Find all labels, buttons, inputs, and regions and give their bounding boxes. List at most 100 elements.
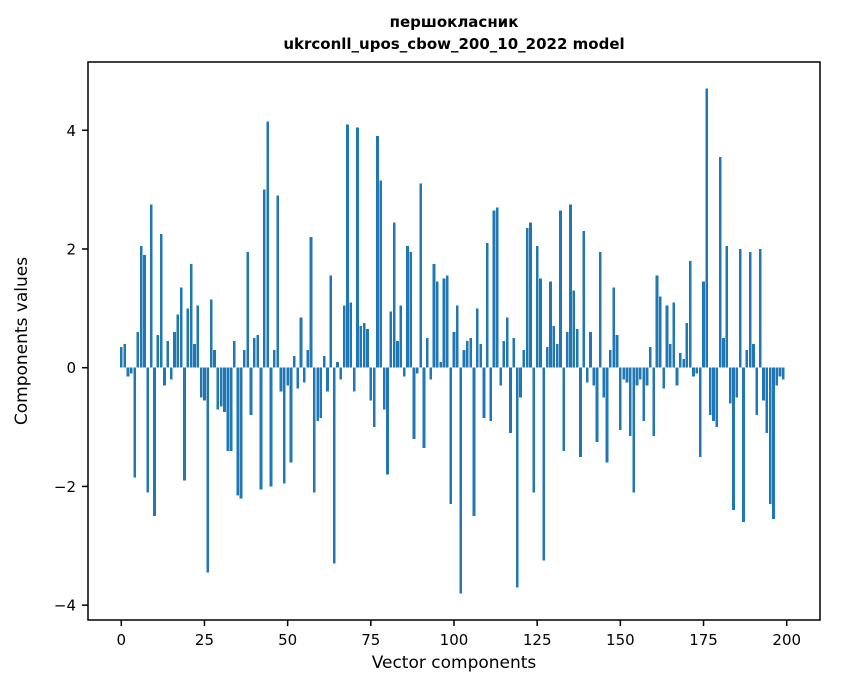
bar [166,341,170,368]
bar [369,367,373,401]
bar [226,367,230,451]
bar [532,367,536,493]
bar [229,367,233,451]
bar [372,367,376,428]
bar [119,346,123,368]
bar [176,314,180,368]
bar [505,317,509,368]
chart-title-line2: ukrconll_upos_cbow_200_10_2022 model [283,35,624,53]
bar [472,367,476,517]
bar [389,311,393,368]
bar [519,367,522,398]
bar [316,367,319,422]
bar [196,305,200,368]
bar [133,367,136,478]
bar [485,243,489,368]
bar [702,281,705,368]
bar [419,183,423,368]
bar [259,367,263,490]
bar [249,367,253,416]
bar [495,207,499,368]
bar [499,367,502,386]
bar [406,246,409,368]
bar [718,156,722,368]
bar [352,367,356,392]
bar [712,367,715,422]
bar [678,352,682,368]
bar [246,251,250,368]
bar [392,222,396,368]
bar [542,367,546,561]
bar [402,367,406,377]
bar [738,248,742,368]
bar [768,367,772,505]
bar [429,367,433,380]
x-tick-label: 0 [116,631,126,649]
bar [708,367,712,416]
bar [755,367,759,416]
bar [203,367,206,401]
bar [645,367,649,386]
bar [465,341,469,368]
bar [129,367,133,374]
bar [705,88,709,368]
x-tick-label: 150 [606,631,635,649]
bar [602,367,606,398]
x-axis-ticks: 0 25 50 75 100 125 150 175 200 [116,620,801,649]
bar [549,281,552,368]
bar [782,367,785,380]
bar [648,346,652,368]
x-tick-label: 175 [689,631,718,649]
bar [379,180,383,368]
bar [143,254,146,368]
bar [469,338,472,368]
bar [732,367,735,511]
bar [256,335,260,368]
y-axis-label: Components values [12,257,32,425]
bar [386,367,389,475]
bar [456,305,459,368]
chart-title-line1: першокласник [390,13,519,31]
bar [665,305,669,368]
bar [722,338,725,368]
bar [382,367,386,410]
bar [655,275,659,368]
y-tick-label: 2 [66,240,76,258]
bar [416,367,419,374]
bar [592,367,596,386]
bar [169,367,173,380]
bar [639,367,642,380]
bar [292,355,296,368]
bar [233,341,236,368]
bar [632,367,635,493]
bar [635,367,639,386]
bar [302,367,306,383]
bar [136,332,140,368]
x-tick-label: 125 [523,631,552,649]
bar [359,326,363,368]
bar [579,367,582,457]
bar [366,329,369,368]
bar [605,367,609,463]
bar [159,234,163,368]
y-tick-label: −2 [54,478,76,496]
bar [376,136,379,368]
bar [442,278,446,368]
x-tick-label: 50 [278,631,297,649]
bar [522,349,526,368]
bar [399,305,403,368]
bar [276,195,279,368]
bar [692,367,695,377]
bar [778,367,782,377]
bar [206,367,210,573]
bar [652,367,655,436]
bar [695,367,699,374]
bar [332,367,336,564]
bar [668,343,672,368]
bar [589,332,592,368]
bar [236,367,240,496]
bar [682,358,685,368]
bar [475,308,479,368]
bar [186,308,190,368]
